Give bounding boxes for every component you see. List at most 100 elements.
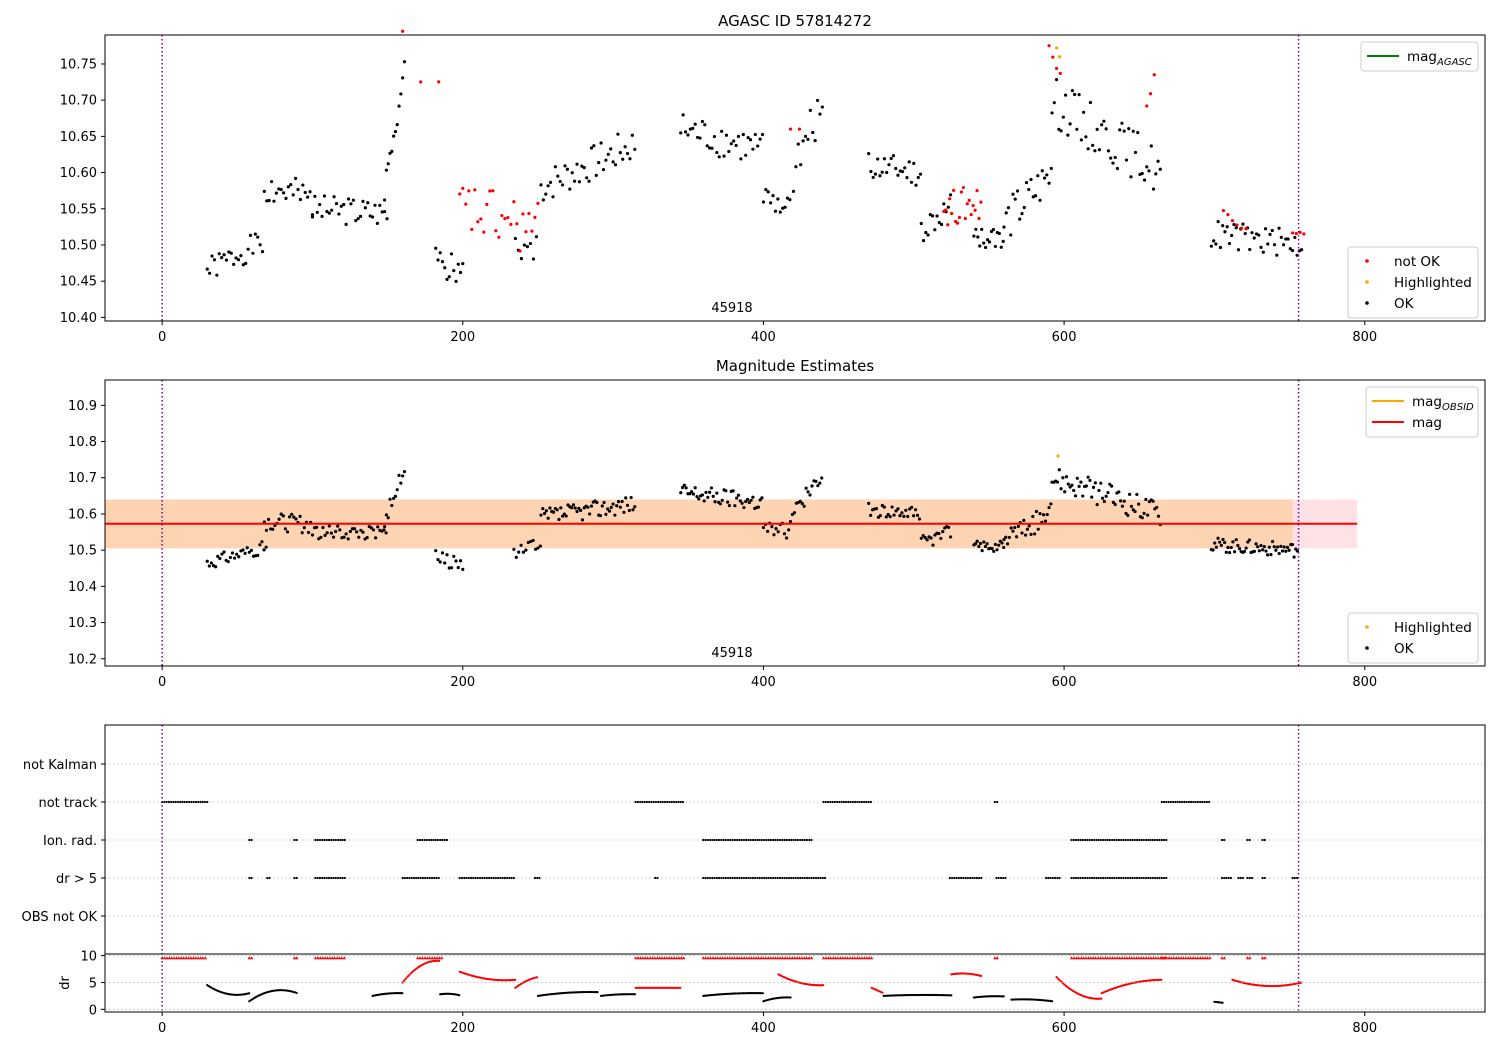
data-point-ok — [434, 549, 438, 553]
data-point-ok — [1118, 128, 1122, 132]
data-point-ok — [611, 160, 615, 164]
data-point-ok — [919, 536, 923, 540]
data-point-ok — [751, 147, 755, 151]
x-tick-label: 200 — [450, 330, 475, 345]
data-point-ok — [788, 520, 793, 524]
data-point-ok — [1212, 239, 1216, 243]
legend-marker-highlighted — [1365, 625, 1369, 629]
data-point-not-ok — [437, 80, 441, 84]
data-point-ok — [918, 172, 923, 176]
data-point-ok — [461, 567, 465, 571]
flag-point — [417, 876, 420, 880]
data-point-ok — [791, 189, 796, 193]
flag-point — [327, 838, 331, 842]
dr-capped-point — [660, 956, 664, 960]
flag-point — [1144, 838, 1148, 842]
flag-point — [1004, 876, 1007, 880]
dr-capped-point — [1142, 956, 1146, 960]
flag-point — [194, 800, 198, 804]
data-point-ok — [1034, 509, 1039, 514]
flag-point — [325, 838, 328, 842]
flag-point — [783, 876, 786, 880]
data-point-ok — [241, 548, 245, 552]
data-point-ok — [1145, 165, 1149, 169]
data-point-ok — [1090, 495, 1094, 499]
dr-capped-point — [428, 956, 432, 960]
data-point-ok — [926, 233, 930, 237]
data-point-ok — [1213, 541, 1217, 545]
data-point-ok — [1223, 230, 1227, 234]
data-point-ok — [1224, 550, 1228, 554]
data-point-ok — [1066, 482, 1070, 486]
flag-point — [758, 876, 761, 880]
data-point-ok — [386, 162, 390, 166]
data-point-ok — [1287, 548, 1291, 552]
data-point-ok — [798, 499, 802, 503]
data-point-ok — [1027, 524, 1031, 528]
data-point-ok — [745, 497, 750, 502]
data-point-ok — [573, 179, 577, 183]
legend-box — [1365, 386, 1479, 438]
data-point-ok — [1079, 480, 1083, 484]
data-point-ok — [1063, 93, 1068, 97]
data-point-ok — [281, 191, 286, 195]
flag-point — [715, 838, 718, 842]
flag-point — [343, 876, 346, 880]
flag-point — [724, 876, 727, 880]
dr-point-ok — [1050, 1000, 1054, 1003]
dr-point-not-ok — [535, 976, 539, 979]
data-point-ok — [921, 533, 925, 538]
data-point-ok — [454, 559, 458, 563]
flag-point — [679, 800, 682, 804]
flag-point — [805, 838, 809, 842]
dr-capped-point — [342, 956, 346, 960]
dr-capped-point — [1220, 956, 1224, 960]
flag-point — [1099, 838, 1103, 842]
dr-capped-point — [1091, 956, 1095, 960]
data-point-ok — [738, 499, 742, 503]
data-point-ok — [900, 511, 904, 515]
flag-point — [1086, 876, 1089, 880]
flag-point — [641, 800, 644, 804]
dr-capped-point — [337, 956, 342, 960]
flag-point — [803, 876, 806, 880]
data-point-ok — [873, 172, 878, 176]
data-point-ok — [633, 147, 637, 151]
data-point-not-ok — [961, 185, 965, 190]
data-point-ok — [1007, 535, 1011, 540]
data-point-ok — [706, 495, 710, 500]
flag-point — [1079, 838, 1082, 842]
dr-point-ok — [248, 992, 251, 995]
data-point-ok — [939, 536, 943, 541]
dr-capped-point — [333, 956, 337, 960]
data-point-ok — [346, 197, 351, 201]
flag-point — [1079, 876, 1082, 880]
flag-point — [1126, 838, 1130, 842]
dr-capped-point — [725, 956, 729, 960]
data-point-ok — [749, 498, 753, 502]
data-point-ok — [618, 505, 622, 509]
flag-point — [1165, 800, 1168, 804]
data-point-ok — [1135, 492, 1139, 497]
dr-capped-point — [1082, 956, 1086, 960]
flag-point — [428, 876, 431, 880]
flag-point — [1194, 800, 1197, 804]
data-point-ok — [306, 195, 310, 199]
data-point-ok — [764, 187, 768, 192]
y-tick-label: 10.2 — [68, 652, 97, 667]
data-point-ok — [691, 492, 695, 496]
flag-label: not Kalman — [23, 758, 97, 773]
flag-point — [704, 838, 707, 842]
dr-capped-point — [1115, 956, 1119, 960]
data-point-ok — [724, 489, 728, 493]
data-point-ok — [402, 60, 407, 64]
data-point-ok — [1149, 144, 1153, 148]
dr-capped-point — [677, 956, 681, 960]
data-point-ok — [622, 510, 626, 514]
flag-point — [316, 838, 319, 842]
flag-point — [1088, 876, 1091, 880]
data-point-ok — [458, 270, 463, 275]
data-point-ok — [1088, 478, 1092, 483]
dr-capped-point — [418, 956, 422, 960]
flag-point — [167, 800, 170, 804]
